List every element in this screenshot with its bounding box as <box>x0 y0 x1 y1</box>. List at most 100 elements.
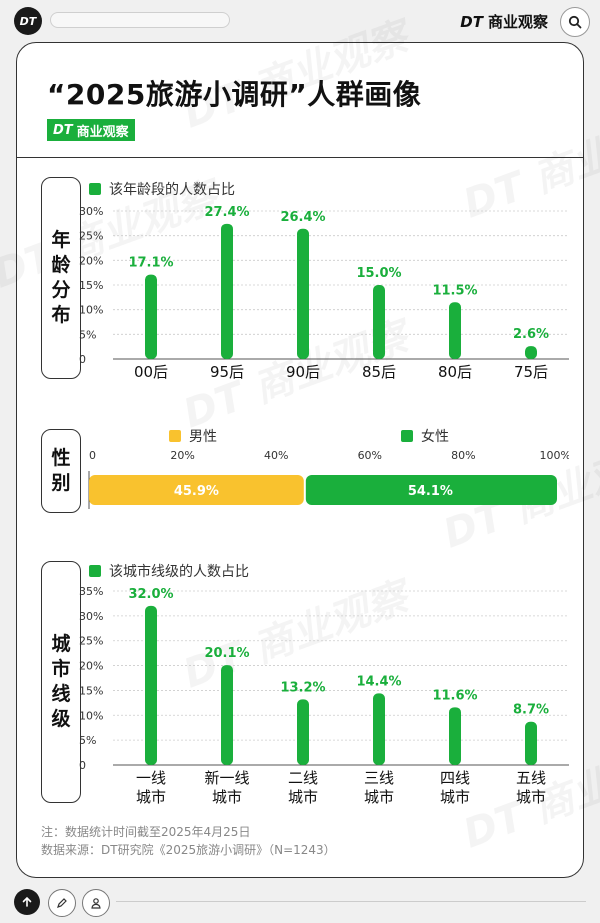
bar <box>145 605 157 765</box>
brand-logo: DT 商业观察 <box>460 11 548 32</box>
badge-name: 商业观察 <box>76 124 129 140</box>
gender-section-label: 性 别 <box>41 429 81 513</box>
arrow-up-icon <box>22 896 32 907</box>
x-tick-label: 00后 <box>134 363 168 381</box>
top-search-field[interactable] <box>50 12 230 28</box>
x-tick-label: 20% <box>170 449 194 462</box>
x-tick-label: 新一线 <box>204 769 249 787</box>
label-char: 性 <box>51 447 71 469</box>
x-tick-label: 95后 <box>210 363 244 381</box>
bar-value-label: 2.6% <box>513 327 549 342</box>
label-char: 布 <box>51 304 71 326</box>
segment-value-label: 54.1% <box>408 484 453 499</box>
bar-value-label: 15.0% <box>356 266 401 281</box>
label-char: 线 <box>51 683 71 705</box>
bar <box>221 665 233 765</box>
bar-value-label: 27.4% <box>204 205 249 220</box>
brand-dt: DT <box>460 12 483 31</box>
bottom-bar <box>0 884 600 923</box>
y-tick-label: 35% <box>79 585 103 598</box>
infographic-card: DT 商业观察 DT 商业观察 DT 商业观察 DT 商业观察 DT 商业观察 … <box>0 14 600 878</box>
x-tick-label: 城市 <box>516 788 546 805</box>
y-tick-label: 20% <box>79 254 103 267</box>
label-char: 分 <box>51 279 71 301</box>
y-tick-label: 10% <box>79 304 103 317</box>
x-tick-label: 城市 <box>136 788 166 805</box>
age-section-label: 年 龄 分 布 <box>41 177 81 379</box>
bar <box>525 346 537 359</box>
y-tick-label: 5% <box>79 734 96 747</box>
header-divider <box>17 157 583 158</box>
x-tick-label: 75后 <box>514 363 548 381</box>
bar-segment <box>89 475 304 505</box>
bar-value-label: 13.2% <box>280 680 325 695</box>
y-tick-label: 30% <box>79 610 103 623</box>
label-char: 别 <box>51 472 71 494</box>
bar <box>373 693 385 765</box>
bar-value-label: 32.0% <box>128 587 173 602</box>
edit-button[interactable] <box>48 889 76 917</box>
search-button[interactable] <box>560 7 590 37</box>
y-tick-label: 30% <box>79 205 103 218</box>
segment-value-label: 45.9% <box>174 484 219 499</box>
dt-logo[interactable]: DT <box>14 7 42 35</box>
y-tick-label: 0 <box>79 353 86 366</box>
label-char: 城 <box>51 633 71 655</box>
bar-value-label: 26.4% <box>280 210 325 225</box>
x-tick-label: 城市 <box>364 788 394 805</box>
brand-name: 商业观察 <box>487 13 548 31</box>
city-legend: 该城市线级的人数占比 <box>89 561 249 581</box>
brand-badge: DT 商业观察 <box>47 119 135 141</box>
bar-value-label: 11.6% <box>432 688 477 703</box>
bottom-divider <box>116 901 586 902</box>
bar <box>297 228 309 359</box>
x-tick-label: 五线 <box>516 769 546 787</box>
x-tick-label: 一线 <box>136 769 166 787</box>
y-tick-label: 20% <box>79 660 103 673</box>
search-icon <box>568 15 582 29</box>
legend-swatch <box>89 183 101 195</box>
y-tick-label: 10% <box>79 709 103 722</box>
top-bar: DT DT 商业观察 <box>0 0 600 42</box>
scroll-top-button[interactable] <box>14 889 40 915</box>
label-char: 市 <box>51 658 71 680</box>
x-tick-label: 100% <box>540 449 569 462</box>
gender-legend-male: 男性 <box>169 426 217 446</box>
bar <box>525 721 537 765</box>
x-tick-label: 90后 <box>286 363 320 381</box>
legend-label: 女性 <box>421 429 449 445</box>
logo-text: DT <box>19 14 37 28</box>
legend-label: 男性 <box>189 429 217 445</box>
bar <box>297 699 309 765</box>
x-tick-label: 城市 <box>212 788 242 805</box>
profile-button[interactable] <box>82 889 110 917</box>
bar <box>145 274 157 359</box>
y-tick-label: 5% <box>79 328 96 341</box>
x-tick-label: 二线 <box>288 769 318 787</box>
bar-value-label: 14.4% <box>356 674 401 689</box>
x-tick-label: 城市 <box>288 788 318 805</box>
bar-value-label: 17.1% <box>128 256 173 271</box>
x-tick-label: 85后 <box>362 363 396 381</box>
gender-legend-female: 女性 <box>401 426 449 446</box>
x-tick-label: 60% <box>358 449 382 462</box>
legend-label: 该年龄段的人数占比 <box>109 182 235 198</box>
y-tick-label: 15% <box>79 684 103 697</box>
gender-stacked-bar: 0 20% 40% 60% 80% 100% 45.9% 54.1% <box>88 449 569 509</box>
label-char: 年 <box>51 229 71 251</box>
footnote-date: 注：数据统计时间截至2025年4月25日 <box>41 825 251 839</box>
label-char: 龄 <box>51 254 71 276</box>
y-tick-label: 0 <box>79 759 86 772</box>
age-bar-chart: 0 5% 10% 15% 20% 25% 30% 17.1% 00后 27.4% 95后 26.4% 9… <box>79 205 569 381</box>
badge-dt: DT <box>53 122 73 138</box>
x-tick-label: 40% <box>264 449 288 462</box>
y-tick-label: 25% <box>79 635 103 648</box>
bar <box>373 285 385 359</box>
x-tick-label: 80后 <box>438 363 472 381</box>
x-tick-label: 四线 <box>440 769 470 787</box>
bar-value-label: 11.5% <box>432 283 477 298</box>
person-icon <box>91 898 101 909</box>
label-char: 级 <box>51 708 71 730</box>
y-tick-label: 25% <box>79 230 103 243</box>
